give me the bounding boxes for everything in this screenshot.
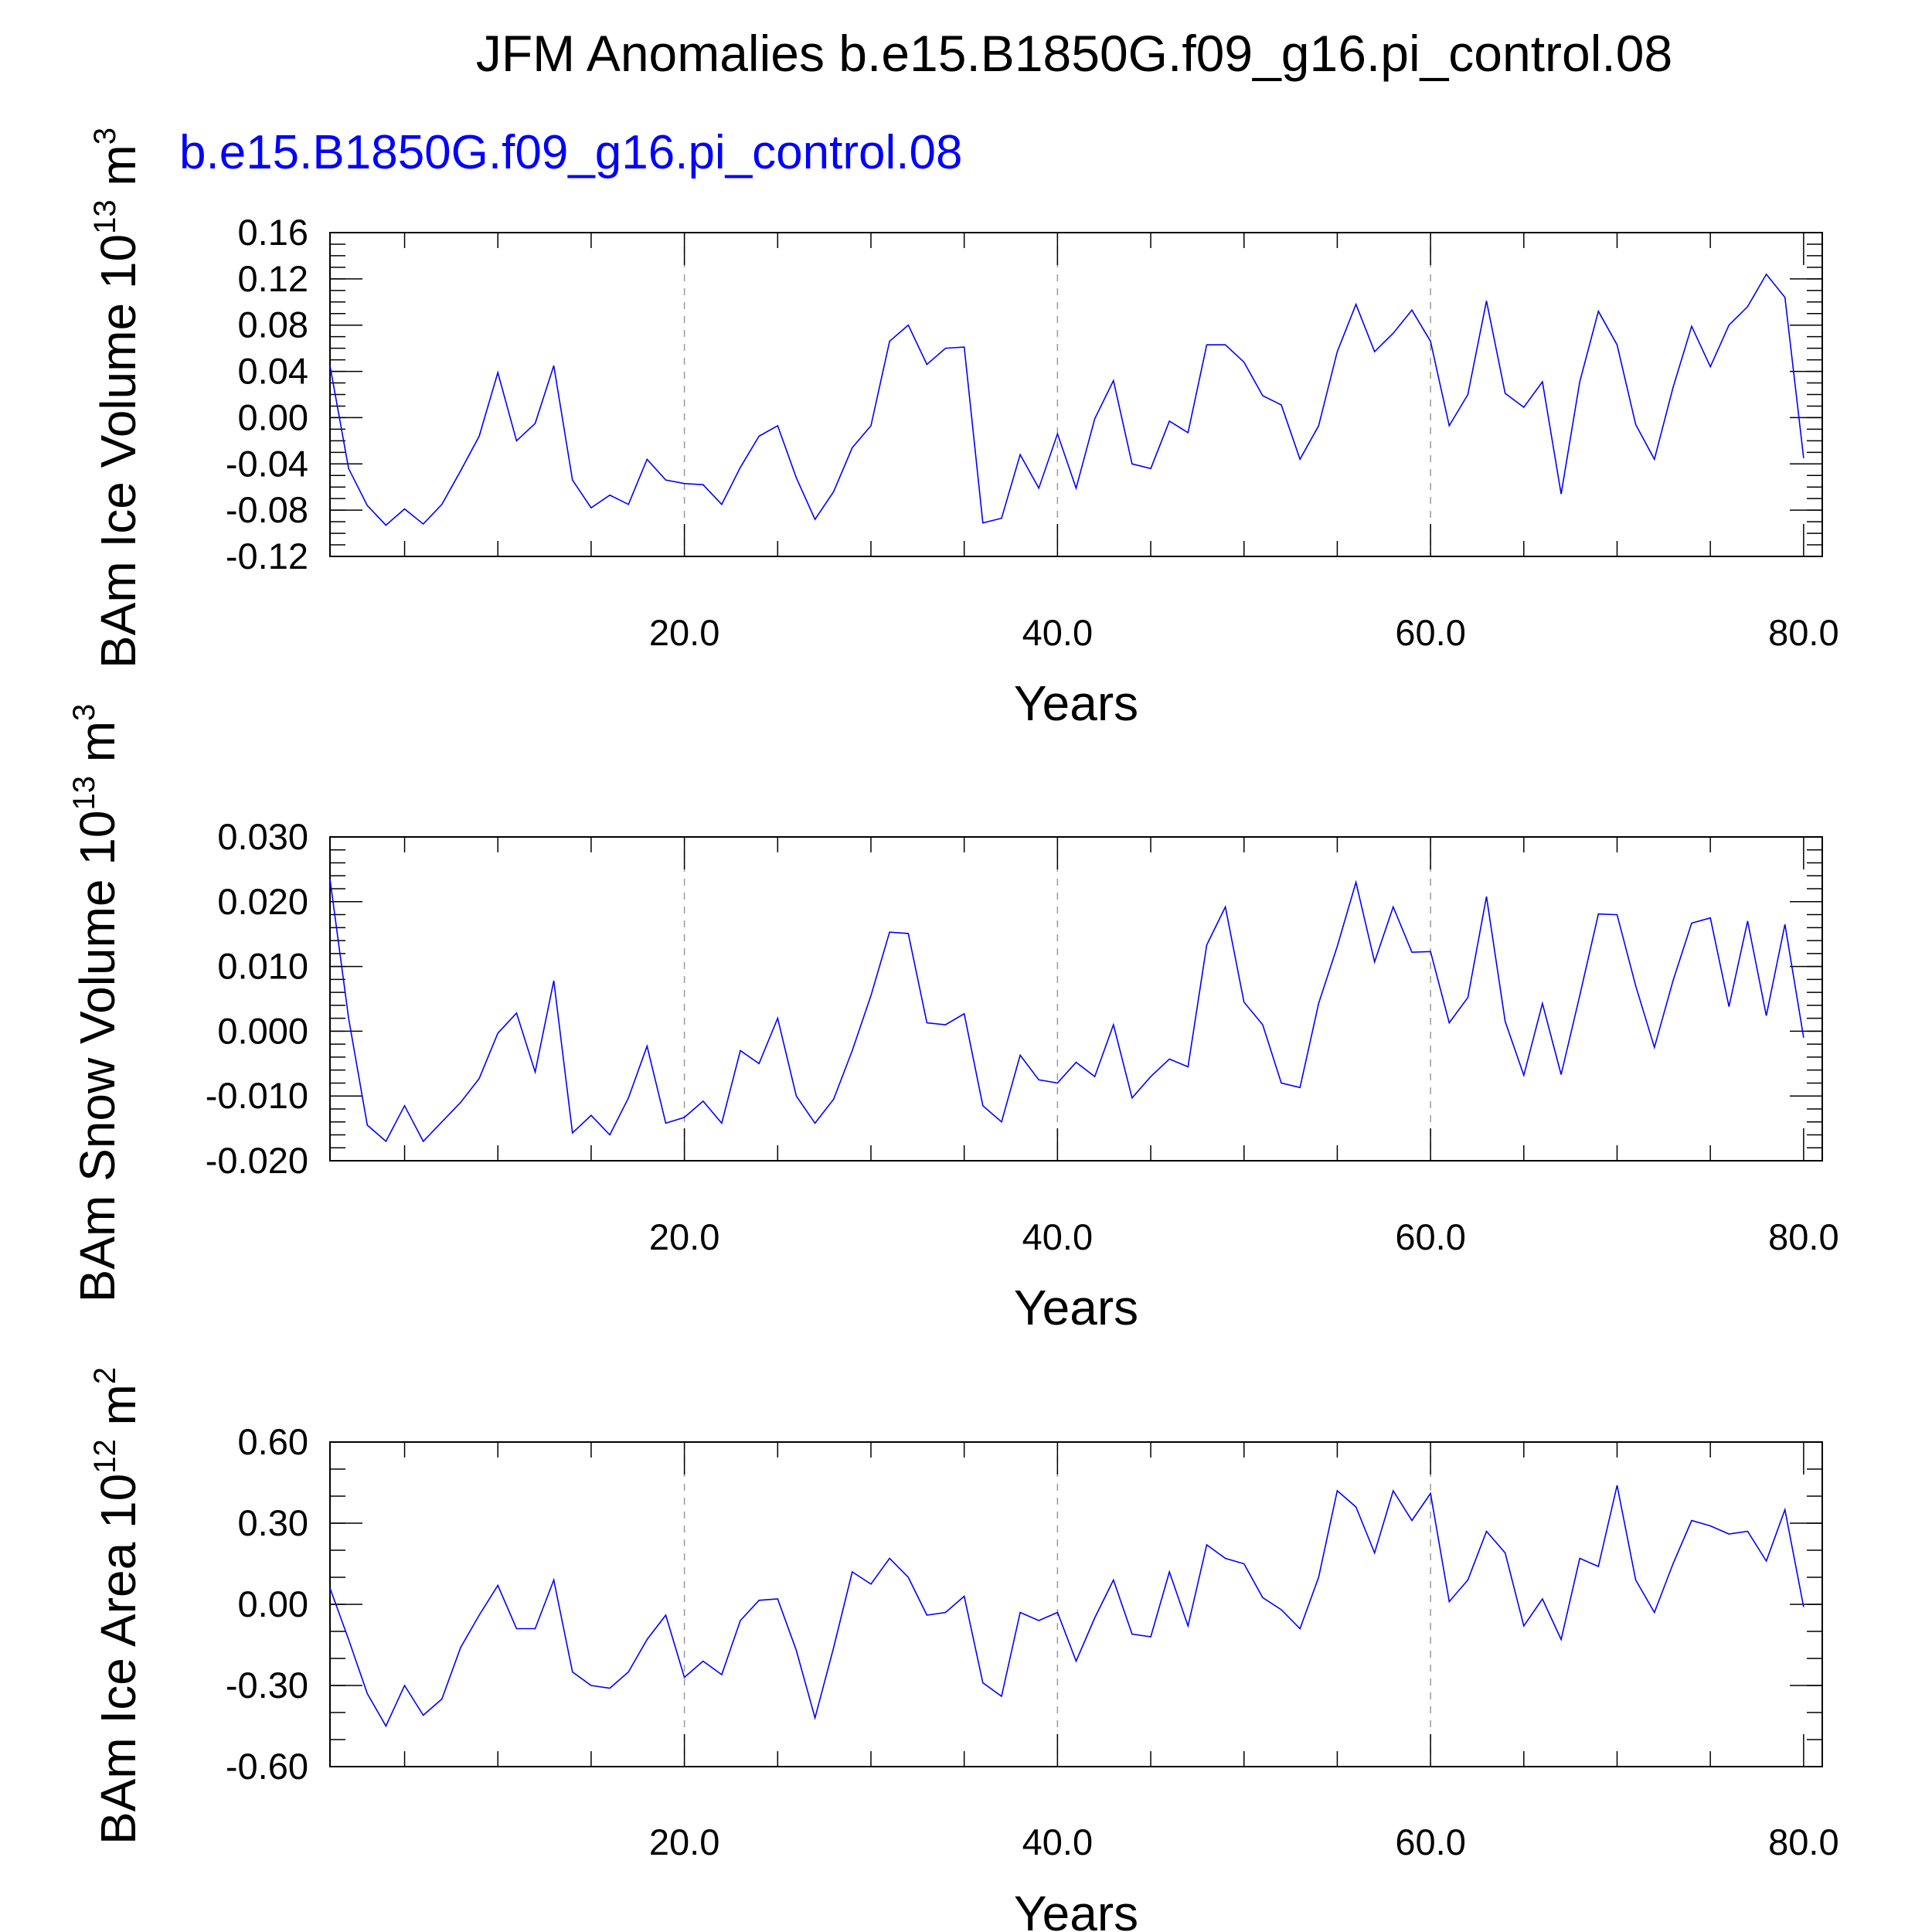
plot-frame (329, 836, 1823, 1162)
y-tick-label: 0.00 (238, 1583, 308, 1624)
plot-frame (329, 232, 1823, 557)
x-tick-label: 60.0 (1395, 612, 1465, 653)
x-tick-label: 20.0 (649, 612, 719, 653)
panel-3: -0.60 -0.30 0.00 0.30 0.60 20.0 40.0 60.0 80.0 Ye… (88, 1367, 1839, 1932)
plot-frame (329, 1441, 1823, 1767)
y-tick-label: 0.010 (217, 946, 308, 987)
y-tick-label: -0.60 (226, 1746, 308, 1787)
x-tick-label: 40.0 (1022, 1821, 1093, 1862)
x-tick-label: 60.0 (1395, 1216, 1465, 1257)
x-tick-label: 40.0 (1022, 612, 1093, 653)
y-tick-label: -0.12 (226, 536, 308, 577)
y-tick-label: -0.08 (226, 489, 308, 530)
y-axis-label: BAm Snow Volume 1013 m3 (67, 704, 125, 1303)
x-tick-label: 60.0 (1395, 1821, 1465, 1862)
y-tick-label: -0.020 (206, 1140, 308, 1181)
y-tick-label: 0.12 (238, 258, 308, 299)
y-tick-label: -0.30 (226, 1665, 308, 1706)
series-line (329, 1485, 1804, 1728)
chart-title: JFM Anomalies b.e15.B1850G.f09_g16.pi_co… (476, 25, 1672, 82)
x-axis-label: Years (1014, 675, 1138, 731)
panel-1: -0.12 -0.08 -0.04 0.000.04 0.08 0.12 0.16 20.0 4… (88, 128, 1839, 731)
y-tick-label: 0.04 (238, 351, 308, 392)
chart-subtitle: b.e15.B1850G.f09_g16.pi_control.08 (179, 126, 962, 179)
x-tick-label: 20.0 (649, 1821, 719, 1862)
x-tick-label: 80.0 (1768, 1821, 1838, 1862)
y-tick-label: -0.010 (206, 1075, 308, 1116)
y-tick-label: 0.60 (238, 1421, 308, 1462)
series-line (329, 273, 1804, 526)
x-tick-label: 40.0 (1022, 1216, 1093, 1257)
y-tick-label: 0.00 (238, 396, 308, 437)
x-tick-label: 80.0 (1768, 1216, 1838, 1257)
y-tick-label: 0.30 (238, 1502, 308, 1543)
y-tick-label: 0.08 (238, 304, 308, 345)
x-tick-label: 20.0 (649, 1216, 719, 1257)
panel-2: -0.020 -0.010 0.000 0.010 0.020 0.030 20.0 40.0… (67, 704, 1839, 1335)
x-tick-label: 80.0 (1768, 612, 1838, 653)
y-tick-label: 0.000 (217, 1010, 308, 1051)
y-tick-label: -0.04 (226, 443, 308, 484)
series-line (329, 879, 1804, 1143)
x-axis-label: Years (1014, 1280, 1138, 1335)
y-tick-label: 0.020 (217, 881, 308, 922)
y-tick-label: 0.030 (217, 816, 308, 857)
y-axis-label: BAm Ice Area 1012 m2 (88, 1367, 146, 1845)
x-axis-label: Years (1014, 1886, 1138, 1932)
y-tick-label: 0.16 (238, 212, 308, 253)
y-axis-label: BAm Ice Volume 1013 m3 (88, 128, 146, 668)
